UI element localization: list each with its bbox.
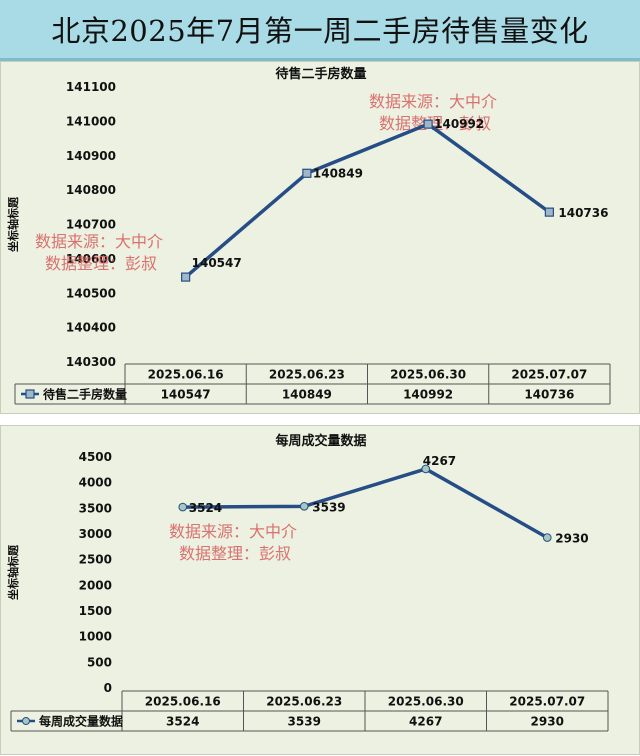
y-tick-label: 3500 <box>79 501 112 515</box>
watermark-author: 数据整理：彭叔 <box>45 254 157 273</box>
x-category-label: 2025.06.30 <box>390 368 466 382</box>
y-tick-label: 4000 <box>79 476 112 490</box>
y-tick-label: 140800 <box>66 183 116 197</box>
data-table: 2025.06.16 140547 2025.06.23 140849 2025.06.… <box>14 363 611 405</box>
y-tick-label: 4500 <box>79 450 112 464</box>
title-banner: 北京2025年7月第一周二手房待售量变化 <box>0 0 640 61</box>
watermark-source: 数据来源：大中介 <box>35 232 163 251</box>
series-line <box>184 122 551 279</box>
data-label: 140849 <box>313 166 363 180</box>
data-label: 3539 <box>312 500 345 514</box>
transactions-chart: 每周成交量数据坐标轴标题4500400035003000250020001500… <box>6 433 609 732</box>
data-label: 140992 <box>434 117 484 131</box>
x-category-label: 2025.06.30 <box>388 695 464 709</box>
y-tick-label: 140600 <box>66 252 116 266</box>
table-value-cell: 4267 <box>409 715 442 729</box>
data-label: 4267 <box>423 454 456 468</box>
watermark-author: 数据整理：彭叔 <box>379 114 491 133</box>
x-category-label: 2025.06.23 <box>266 695 342 709</box>
data-point <box>542 533 552 542</box>
y-axis-title: 坐标轴标题 <box>6 544 20 600</box>
y-tick-label: 140500 <box>66 286 116 300</box>
table-value-cell: 3539 <box>288 715 321 729</box>
data-label: 2930 <box>555 532 588 546</box>
y-tick-label: 140700 <box>66 218 116 232</box>
y-tick-label: 500 <box>87 655 112 669</box>
legend-series-name: 每周成交量数据 <box>39 714 123 729</box>
chart-title: 待售二手房数量 <box>274 66 366 82</box>
y-tick-label: 2500 <box>79 553 112 567</box>
data-point <box>181 272 191 282</box>
table-value-cell: 140849 <box>282 388 332 402</box>
watermark-author: 数据整理：彭叔 <box>179 544 291 563</box>
legend-series-name: 待售二手房数量 <box>43 387 127 402</box>
y-tick-label: 1000 <box>79 630 112 644</box>
x-category-label: 2025.07.07 <box>509 695 585 709</box>
data-table: 2025.06.16 3524 2025.06.23 3539 2025.06.30 42… <box>10 690 609 732</box>
inventory-chart-panel: 待售二手房数量 坐标轴标题 141100 141000 140900 140800 1407… <box>0 61 640 414</box>
data-point <box>423 119 433 129</box>
data-label: 140547 <box>192 256 242 270</box>
table-value-cell: 140736 <box>524 388 574 402</box>
y-tick-label: 3000 <box>79 527 112 541</box>
data-point <box>544 207 554 217</box>
legend-key-marker <box>22 717 30 725</box>
inventory-chart: 待售二手房数量坐标轴标题1411001410001409001408001407… <box>6 66 611 405</box>
y-tick-label: 0 <box>104 681 112 695</box>
transactions-chart-panel: 每周成交量数据 坐标轴标题 4500 4000 3500 3000 2500 2000 1500… <box>0 425 640 755</box>
data-point <box>178 502 188 512</box>
chart-title: 每周成交量数据 <box>275 433 366 449</box>
data-label: 140736 <box>558 206 608 220</box>
y-tick-label: 140900 <box>66 149 116 163</box>
y-tick-label: 1500 <box>79 604 112 618</box>
table-value-cell: 3524 <box>166 715 199 729</box>
y-tick-label: 2000 <box>79 578 112 592</box>
data-point <box>299 502 309 511</box>
watermark-source: 数据来源：大中介 <box>369 92 497 111</box>
x-category-label: 2025.07.07 <box>511 368 587 382</box>
table-value-cell: 2930 <box>531 715 564 729</box>
page-title: 北京2025年7月第一周二手房待售量变化 <box>51 14 589 48</box>
series-line <box>182 467 549 540</box>
y-axis-title: 坐标轴标题 <box>6 196 20 252</box>
watermark-source: 数据来源：大中介 <box>169 522 297 541</box>
x-category-label: 2025.06.16 <box>148 368 224 382</box>
table-value-cell: 140992 <box>403 388 453 402</box>
x-category-label: 2025.06.23 <box>269 368 345 382</box>
y-tick-label: 141000 <box>66 114 116 128</box>
y-tick-label: 140300 <box>66 355 116 369</box>
y-tick-label: 141100 <box>66 80 116 94</box>
y-tick-label: 140400 <box>66 321 116 335</box>
data-point <box>421 464 431 474</box>
x-category-label: 2025.06.16 <box>145 695 221 709</box>
data-point <box>302 168 312 178</box>
legend-key-marker <box>25 389 35 399</box>
table-value-cell: 140547 <box>161 388 211 402</box>
data-label: 3524 <box>189 501 222 515</box>
